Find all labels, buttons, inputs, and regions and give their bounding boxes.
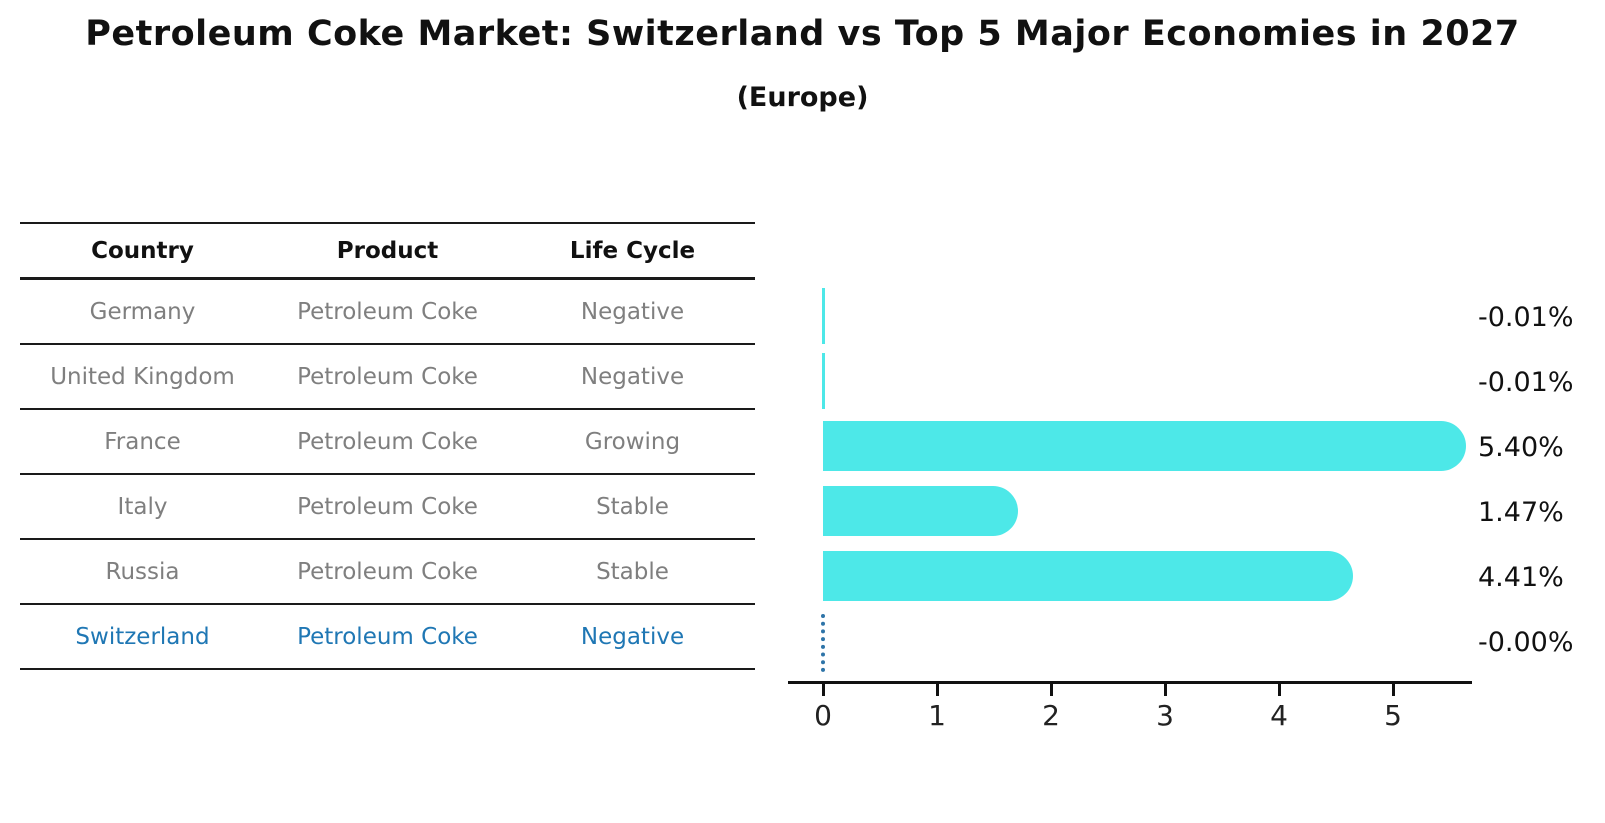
- cell-product: Petroleum Coke: [297, 298, 478, 325]
- column-header-life-cycle: Life Cycle: [569, 237, 696, 264]
- x-axis-tick: [1392, 684, 1395, 696]
- cell-country: France: [104, 428, 181, 455]
- value-label: 4.41%: [1478, 562, 1564, 593]
- cell-life-cycle: Negative: [580, 363, 685, 390]
- x-axis-tick: [936, 684, 939, 696]
- table-row-switzerland: Switzerland Petroleum Coke Negative: [20, 605, 755, 670]
- cell-life-cycle: Growing: [584, 428, 681, 455]
- x-axis-tick: [1164, 684, 1167, 696]
- cell-country: Italy: [117, 493, 168, 520]
- table-row-italy: Italy Petroleum Coke Stable: [20, 475, 755, 540]
- bar-switzerland: [821, 614, 825, 672]
- cell-product: Petroleum Coke: [297, 428, 478, 455]
- cell-country: Germany: [89, 298, 196, 325]
- cell-country: Russia: [105, 558, 180, 585]
- cell-life-cycle: Negative: [580, 298, 685, 325]
- x-axis-tick: [822, 684, 825, 696]
- bar-united-kingdom: [822, 353, 825, 409]
- x-axis-tick-label: 2: [1042, 699, 1060, 732]
- page-subtitle: (Europe): [736, 82, 869, 113]
- x-axis-tick: [1050, 684, 1053, 696]
- cell-product: Petroleum Coke: [297, 623, 478, 650]
- bar-italy: [823, 486, 1018, 536]
- value-label: -0.00%: [1478, 627, 1574, 658]
- x-axis-tick-label: 4: [1270, 699, 1288, 732]
- cell-product: Petroleum Coke: [297, 493, 478, 520]
- page-title: Petroleum Coke Market: Switzerland vs To…: [85, 14, 1520, 54]
- value-label: -0.01%: [1478, 367, 1574, 398]
- x-axis-tick-label: 0: [814, 699, 832, 732]
- cell-country: Switzerland: [75, 623, 210, 650]
- bar-russia: [823, 551, 1353, 601]
- column-header-country: Country: [91, 237, 194, 264]
- x-axis-tick-label: 1: [928, 699, 946, 732]
- cell-product: Petroleum Coke: [297, 558, 478, 585]
- column-header-product: Product: [336, 237, 439, 264]
- comparison-table: Country Product Life Cycle Germany Petro…: [20, 222, 755, 670]
- table-row-russia: Russia Petroleum Coke Stable: [20, 540, 755, 605]
- value-label: 1.47%: [1478, 497, 1564, 528]
- table-row-united-kingdom: United Kingdom Petroleum Coke Negative: [20, 345, 755, 410]
- table-row-germany: Germany Petroleum Coke Negative: [20, 280, 755, 345]
- cell-product: Petroleum Coke: [297, 363, 478, 390]
- bar-france: [823, 421, 1466, 471]
- x-axis-tick-label: 3: [1156, 699, 1174, 732]
- table-header-row: Country Product Life Cycle: [20, 224, 755, 280]
- value-label: -0.01%: [1478, 302, 1574, 333]
- bar-germany: [822, 288, 825, 344]
- value-label: 5.40%: [1478, 432, 1564, 463]
- table-row-france: France Petroleum Coke Growing: [20, 410, 755, 475]
- x-axis-tick: [1278, 684, 1281, 696]
- cell-life-cycle: Negative: [580, 623, 685, 650]
- x-axis-tick-label: 5: [1384, 699, 1402, 732]
- x-axis-line: [788, 681, 1472, 684]
- cell-life-cycle: Stable: [596, 493, 669, 520]
- cell-life-cycle: Stable: [596, 558, 669, 585]
- cell-country: United Kingdom: [50, 363, 235, 390]
